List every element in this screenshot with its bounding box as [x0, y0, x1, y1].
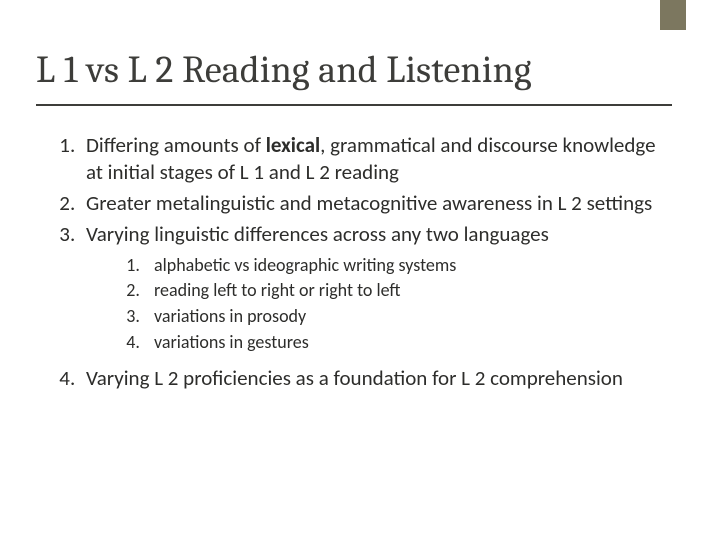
accent-block: [660, 0, 686, 30]
list-item: Varying L 2 proficiencies as a foundatio…: [80, 365, 676, 392]
text-run: Varying L 2 proficiencies as a foundatio…: [86, 365, 623, 391]
text-run: Greater metalinguistic and metacognitive…: [86, 190, 652, 216]
text-run: Differing amounts of: [86, 132, 266, 158]
sub-list-item: reading left to right or right to left: [144, 279, 676, 303]
list-item: Greater metalinguistic and metacognitive…: [80, 190, 676, 217]
slide-body: Differing amounts of lexical, grammatica…: [36, 132, 676, 395]
sub-list-item: variations in prosody: [144, 305, 676, 329]
sub-list: alphabetic vs ideographic writing system…: [86, 254, 676, 355]
list-item: Varying linguistic differences across an…: [80, 221, 676, 355]
text-run: variations in prosody: [154, 305, 306, 327]
text-run: reading left to right or right to left: [154, 279, 401, 301]
text-run: alphabetic vs ideographic writing system…: [154, 254, 456, 276]
text-run: variations in gestures: [154, 331, 309, 353]
slide: L 1 vs L 2 Reading and Listening Differi…: [0, 0, 720, 540]
slide-title: L 1 vs L 2 Reading and Listening: [36, 48, 532, 92]
text-run: Varying linguistic differences across an…: [86, 221, 549, 247]
main-list: Differing amounts of lexical, grammatica…: [36, 132, 676, 391]
sub-list-item: variations in gestures: [144, 331, 676, 355]
text-bold: lexical: [266, 132, 320, 158]
title-rule: [36, 104, 672, 106]
list-item: Differing amounts of lexical, grammatica…: [80, 132, 676, 186]
sub-list-item: alphabetic vs ideographic writing system…: [144, 254, 676, 278]
